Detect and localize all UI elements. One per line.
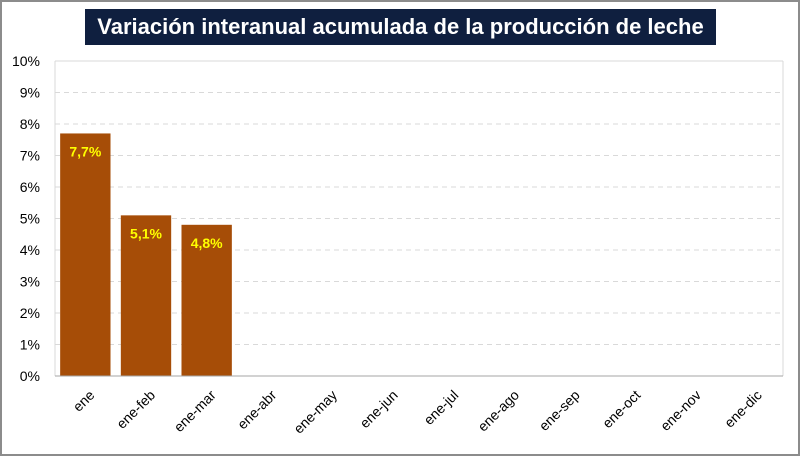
bars: [60, 133, 232, 376]
data-labels: 7,7% 5,1% 4,8%: [69, 143, 223, 250]
y-tick-label: 3%: [20, 274, 40, 290]
x-tick-label: ene-sep: [536, 387, 583, 434]
bar: [120, 215, 172, 376]
x-tick-label: ene-dic: [721, 387, 765, 431]
y-tick-label: 9%: [20, 85, 40, 101]
x-tick-label: ene-mar: [171, 387, 219, 435]
y-axis-ticks: 0% 1% 2% 3% 4% 5% 6% 7% 8% 9% 10%: [12, 53, 40, 384]
y-tick-label: 5%: [20, 211, 40, 227]
bar: [181, 224, 232, 376]
y-tick-label: 6%: [20, 179, 40, 195]
x-tick-label: ene-feb: [113, 387, 158, 432]
x-tick-label: ene-may: [290, 387, 340, 437]
x-tick-label: ene-oct: [599, 387, 643, 431]
bar: [60, 133, 111, 376]
x-tick-label: ene-jul: [420, 387, 461, 428]
x-tick-label: ene: [70, 387, 98, 415]
data-label: 5,1%: [130, 225, 162, 241]
y-tick-label: 2%: [20, 305, 40, 321]
y-tick-label: 7%: [20, 148, 40, 164]
y-tick-label: 0%: [20, 368, 40, 384]
x-tick-label: ene-nov: [657, 387, 704, 434]
y-tick-label: 8%: [20, 116, 40, 132]
x-axis-ticks: ene ene-feb ene-mar ene-abr ene-may ene-jun en…: [70, 387, 765, 437]
data-label: 4,8%: [191, 235, 223, 251]
chart-title-box: Variación interanual acumulada de la pro…: [85, 9, 716, 45]
x-tick-label: ene-ago: [474, 387, 522, 435]
data-label: 7,7%: [69, 143, 101, 159]
chart-title: Variación interanual acumulada de la pro…: [97, 14, 704, 39]
y-tick-label: 4%: [20, 242, 40, 258]
y-tick-label: 1%: [20, 337, 40, 353]
x-tick-label: ene-abr: [234, 387, 280, 433]
axes: [54, 60, 784, 377]
y-tick-label: 10%: [12, 53, 40, 69]
x-tick-label: ene-jun: [356, 387, 400, 431]
